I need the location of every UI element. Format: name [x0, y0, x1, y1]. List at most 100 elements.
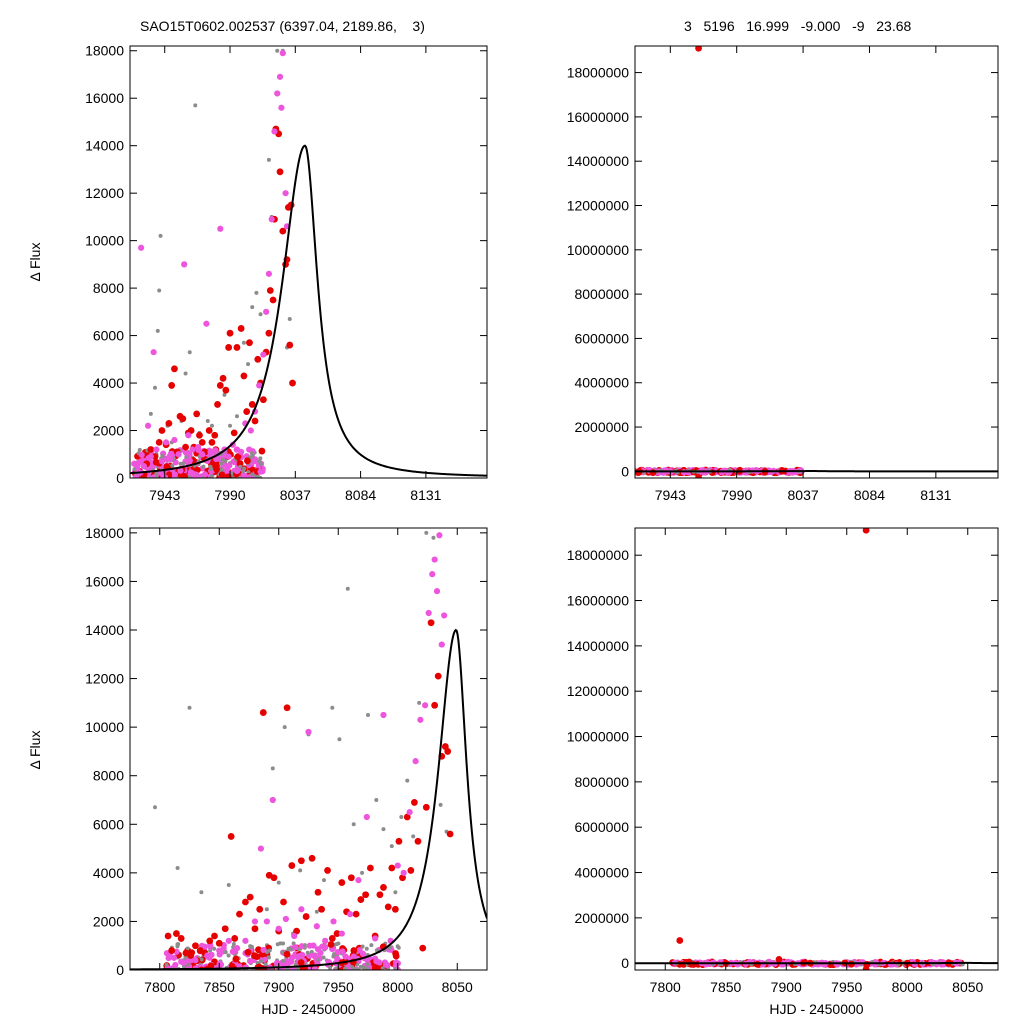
- x-tick-label: 8131: [410, 487, 441, 503]
- red-data-point: [399, 874, 406, 882]
- y-tick-label: 12000000: [567, 198, 630, 214]
- magenta-data-point: [291, 932, 298, 940]
- red-data-point: [221, 925, 229, 933]
- red-data-point: [318, 905, 325, 913]
- dense-band-point: [181, 461, 186, 466]
- dense-band-point: [201, 471, 209, 478]
- dense-band-point: [201, 943, 208, 950]
- gray-data-point: [187, 350, 192, 355]
- red-data-point: [862, 528, 870, 534]
- red-data-point: [254, 355, 262, 363]
- y-tick-label: 14000000: [567, 153, 630, 169]
- x-tick-label: 8037: [280, 487, 311, 503]
- gray-data-point: [282, 725, 287, 730]
- x-tick-label: 8037: [788, 487, 819, 503]
- gray-data-point: [276, 880, 281, 885]
- magenta-data-point: [275, 925, 282, 932]
- dense-band-point: [331, 952, 336, 957]
- red-data-point: [259, 396, 267, 404]
- plot-frame: [634, 45, 999, 479]
- dense-band-point: [241, 469, 246, 474]
- red-data-point: [414, 837, 422, 845]
- red-data-point: [215, 939, 223, 947]
- dense-band-point: [311, 966, 319, 970]
- red-data-point: [286, 341, 294, 349]
- magenta-data-point: [170, 954, 178, 961]
- magenta-data-point: [203, 320, 210, 327]
- y-tick-label: 8000: [93, 280, 124, 296]
- magenta-data-point: [425, 609, 432, 617]
- dense-band-point: [281, 958, 286, 963]
- magenta-data-point: [181, 261, 188, 268]
- y-tick-label: 2000000: [574, 910, 629, 926]
- red-data-point: [376, 891, 384, 899]
- magenta-data-point: [433, 588, 441, 595]
- red-data-point: [251, 417, 259, 425]
- dense-band-point: [375, 959, 383, 966]
- panel-bottom-right-light-curve: 7800 7850 7900 7950 8000 8050 0 2000000 4000000 6…: [567, 527, 999, 1017]
- gray-data-point: [321, 878, 326, 883]
- magenta-data-point: [276, 73, 284, 80]
- dense-band-point: [177, 467, 184, 474]
- magenta-data-point: [400, 869, 407, 876]
- y-tick-label: 14000: [85, 138, 124, 154]
- dense-band-point: [257, 459, 262, 464]
- magenta-data-point: [263, 918, 270, 925]
- red-data-point: [676, 937, 684, 944]
- dense-band-point: [260, 946, 267, 954]
- dense-band-point: [140, 474, 148, 478]
- magenta-data-point: [247, 427, 254, 434]
- y-tick-label: 0: [116, 962, 124, 978]
- red-data-point: [407, 867, 415, 874]
- y-tick-label: 6000000: [574, 330, 629, 346]
- red-data-point: [211, 431, 219, 439]
- red-data-point: [862, 965, 870, 970]
- x-tick-label: 8000: [892, 979, 923, 995]
- gray-data-point: [250, 305, 255, 310]
- red-data-point: [403, 813, 411, 821]
- dense-band-point: [181, 473, 189, 478]
- gray-data-point: [187, 705, 192, 710]
- dense-band-point: [275, 942, 280, 947]
- magenta-data-point: [171, 436, 178, 444]
- magenta-data-point: [138, 244, 145, 251]
- y-tick-label: 6000: [93, 816, 124, 832]
- gray-data-point: [264, 907, 269, 912]
- red-data-point: [333, 930, 341, 937]
- magenta-data-point: [189, 446, 196, 453]
- magenta-data-point: [338, 930, 345, 937]
- gray-data-point: [399, 815, 404, 819]
- dense-band-point: [317, 949, 324, 957]
- magenta-data-point: [180, 959, 187, 966]
- magenta-data-point: [153, 446, 160, 453]
- magenta-data-point: [216, 947, 223, 954]
- red-data-point: [219, 374, 227, 382]
- x-tick-label: 8050: [952, 979, 983, 995]
- red-data-point: [206, 937, 214, 945]
- y-tick-label: 2000000: [574, 419, 629, 435]
- dense-band-point: [362, 965, 367, 970]
- dense-band-point: [328, 965, 333, 970]
- dense-band-point: [171, 471, 178, 478]
- magenta-data-point: [347, 911, 354, 918]
- red-data-point: [208, 438, 216, 446]
- red-data-point: [289, 379, 296, 387]
- red-data-point: [431, 701, 439, 709]
- dense-band-point: [374, 948, 379, 953]
- magenta-data-point: [257, 845, 264, 852]
- magenta-data-point: [192, 957, 199, 964]
- magenta-data-point: [412, 758, 419, 765]
- red-data-point: [168, 947, 176, 954]
- red-data-point: [419, 944, 427, 952]
- red-data-point: [177, 935, 185, 942]
- plot-area: [635, 528, 998, 970]
- y-tick-label: 18000000: [567, 547, 630, 563]
- magenta-data-point: [147, 453, 154, 460]
- y-tick-label: 4000000: [574, 375, 629, 391]
- red-data-point: [211, 932, 218, 940]
- dense-band-point: [247, 958, 254, 965]
- dense-band-point: [212, 946, 217, 951]
- dense-band-point: [223, 950, 228, 955]
- red-data-point: [324, 867, 331, 874]
- plot-area: [635, 46, 998, 478]
